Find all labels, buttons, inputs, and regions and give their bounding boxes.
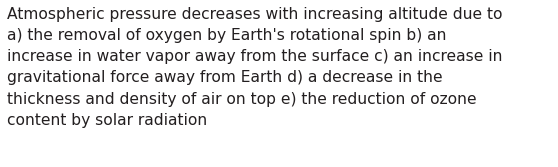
Text: Atmospheric pressure decreases with increasing altitude due to
a) the removal of: Atmospheric pressure decreases with incr… [7,7,503,128]
